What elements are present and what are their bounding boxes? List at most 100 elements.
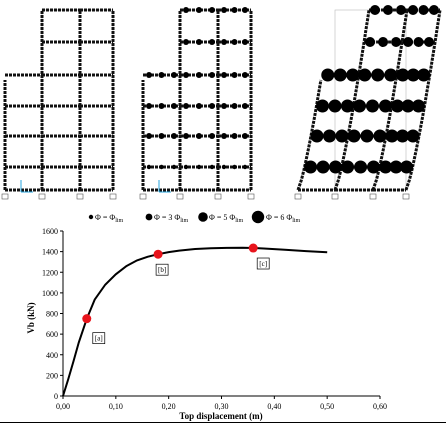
support-icon	[247, 193, 255, 200]
plastic-hinge	[400, 160, 414, 174]
plastic-hinge	[231, 7, 238, 13]
plastic-hinge	[352, 99, 366, 113]
plastic-hinge	[395, 129, 409, 143]
plastic-hinge	[221, 39, 227, 45]
plastic-hinge	[196, 72, 202, 78]
plastic-hinge	[378, 99, 392, 113]
y-tick-label: 800	[46, 310, 58, 319]
plastic-hinge	[231, 72, 238, 78]
plastic-hinge	[146, 72, 152, 78]
performance-point	[153, 249, 163, 259]
point-label-box	[155, 263, 169, 276]
plastic-hinge	[358, 68, 372, 82]
performance-point	[248, 243, 258, 253]
y-tick-label: 1200	[42, 268, 58, 277]
plastic-hinge	[196, 164, 202, 170]
legend-marker-4	[251, 210, 265, 224]
point-label: [b]	[158, 266, 166, 274]
plastic-hinge	[390, 99, 404, 113]
plastic-hinge	[418, 5, 429, 15]
plastic-hinge	[411, 99, 425, 113]
frame-column	[404, 9, 442, 191]
support-icon	[402, 193, 410, 200]
hinge-legend: Φ = Φlim Φ = 3 Φlim Φ = 5 Φlim Φ = 6 Φli…	[88, 210, 301, 224]
plastic-hinge	[333, 68, 347, 82]
plastic-hinge	[406, 129, 420, 143]
plastic-hinge	[367, 160, 381, 174]
plastic-hinge	[340, 99, 354, 113]
plastic-hinge	[242, 72, 248, 78]
plastic-hinge	[209, 7, 215, 13]
x-tick-label: 0,30	[215, 402, 229, 411]
plastic-hinge	[360, 129, 374, 143]
frame-panel-a	[1, 8, 117, 200]
plastic-hinge	[183, 164, 189, 170]
x-tick-label: 0,00	[56, 402, 70, 411]
plastic-hinge	[329, 160, 343, 174]
plastic-hinge	[417, 68, 431, 82]
plastic-hinge	[221, 133, 227, 139]
x-tick-label: 0,50	[320, 402, 334, 411]
plastic-hinge	[209, 133, 215, 139]
plastic-hinge	[183, 72, 189, 78]
frame-deformation-panels	[1, 5, 442, 200]
legend-item-4: Φ = 6 Φlim	[266, 213, 301, 224]
plastic-hinge	[322, 129, 336, 143]
support-icon	[294, 193, 302, 200]
plastic-hinge	[242, 133, 248, 139]
plastic-hinge	[391, 37, 402, 47]
y-tick-label: 200	[46, 371, 58, 380]
x-tick-label: 0,20	[162, 402, 176, 411]
point-label: [a]	[95, 335, 103, 343]
plastic-hinge	[429, 5, 439, 15]
plastic-hinge	[378, 37, 389, 47]
plastic-hinge	[183, 7, 189, 13]
support-icon	[76, 193, 84, 200]
legend-marker-1	[88, 214, 94, 220]
performance-point	[82, 314, 92, 324]
grid-outline	[179, 9, 252, 191]
x-tick-label: 0,60	[373, 402, 387, 411]
plastic-hinge	[341, 160, 355, 174]
support-icon	[1, 193, 9, 200]
plastic-hinge	[196, 133, 202, 139]
plastic-hinge	[370, 5, 380, 15]
legend-marker-2	[145, 213, 153, 221]
plastic-hinge	[396, 5, 406, 15]
plastic-hinge	[328, 99, 342, 113]
plastic-hinge	[221, 72, 227, 78]
y-tick-label: 1600	[42, 227, 58, 236]
grid-outline	[41, 9, 114, 191]
plastic-hinge	[146, 133, 152, 139]
plastic-hinge	[396, 68, 410, 82]
plastic-hinge	[316, 160, 330, 174]
plastic-hinge	[209, 103, 215, 109]
plastic-hinge	[231, 103, 238, 109]
plastic-hinge	[196, 103, 202, 109]
plastic-hinge	[221, 164, 227, 170]
plastic-hinge	[365, 99, 379, 113]
plastic-hinge	[408, 5, 418, 15]
support-icon	[109, 193, 117, 200]
performance-markers: [a] [b] [c]	[82, 243, 270, 345]
y-ticks: 0 200 400 600 800 1000 1200 1400 1600	[42, 227, 63, 401]
support-icon	[38, 193, 46, 200]
y-axis-label: Vb (kN)	[26, 302, 36, 333]
plastic-hinge	[183, 103, 189, 109]
support-icon	[214, 193, 222, 200]
frame-column	[333, 9, 371, 191]
plastic-hinge	[242, 39, 248, 45]
point-label: [c]	[259, 260, 267, 268]
plastic-hinge	[304, 160, 318, 174]
plastic-hinge	[221, 103, 227, 109]
plastic-hinge	[146, 164, 152, 170]
support-icon	[176, 193, 184, 200]
plastic-hinge	[365, 37, 376, 47]
plastic-hinge	[379, 160, 393, 174]
y-tick-label: 400	[46, 351, 58, 360]
legend-item-1: Φ = Φlim	[95, 213, 124, 224]
plastic-hinge	[231, 133, 238, 139]
plastic-hinge	[401, 99, 415, 113]
